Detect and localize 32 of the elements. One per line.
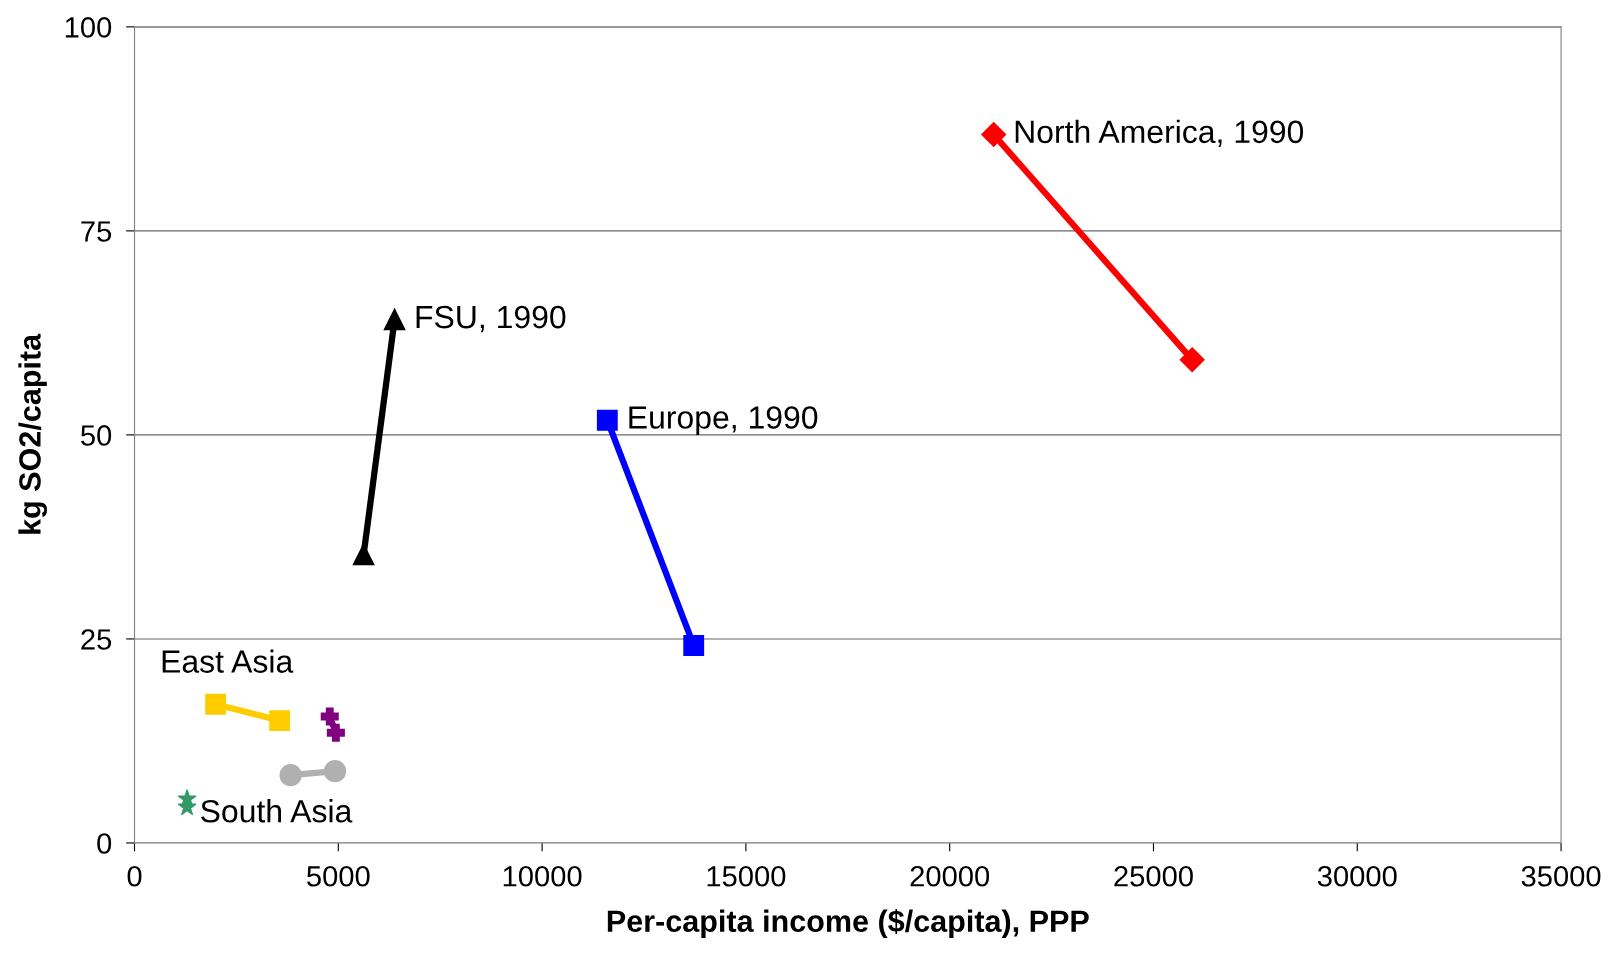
y-axis-title: kg SO2/capita [18,333,47,534]
point [596,409,618,431]
x-tick-label: 30000 [1317,865,1397,887]
y-tick-label: 100 [65,17,112,38]
x-tick-label: 10000 [503,865,582,887]
x-axis-title: Per-capita income ($/capita), PPP [607,909,1089,939]
y-tick-label: 0 [97,833,112,854]
x-tick-label: 25000 [1114,865,1193,887]
point [326,723,345,742]
y-tick-label: 50 [81,425,112,446]
y-tick-label: 25 [81,629,112,650]
x-tick-label: 0 [127,865,142,887]
y-tick-label: 75 [81,221,112,242]
point [320,707,339,726]
point [353,544,374,566]
point [323,760,347,783]
point [384,309,405,331]
x-tick-label: 15000 [707,865,786,887]
point [205,693,227,715]
annotation: Europe, 1990 [629,406,818,436]
annotation: East Asia [162,649,294,673]
annotation: South Asia [201,799,353,823]
x-tick-label: 5000 [307,865,370,887]
point [981,122,1006,147]
point [279,764,302,787]
x-tick-label: 20000 [910,865,990,887]
annotation: FSU, 1990 [416,305,566,333]
point [269,710,291,731]
point [1180,347,1205,373]
annotation: North America, 1990 [1015,119,1304,147]
point [683,635,705,656]
x-tick-label: 35000 [1521,865,1601,887]
